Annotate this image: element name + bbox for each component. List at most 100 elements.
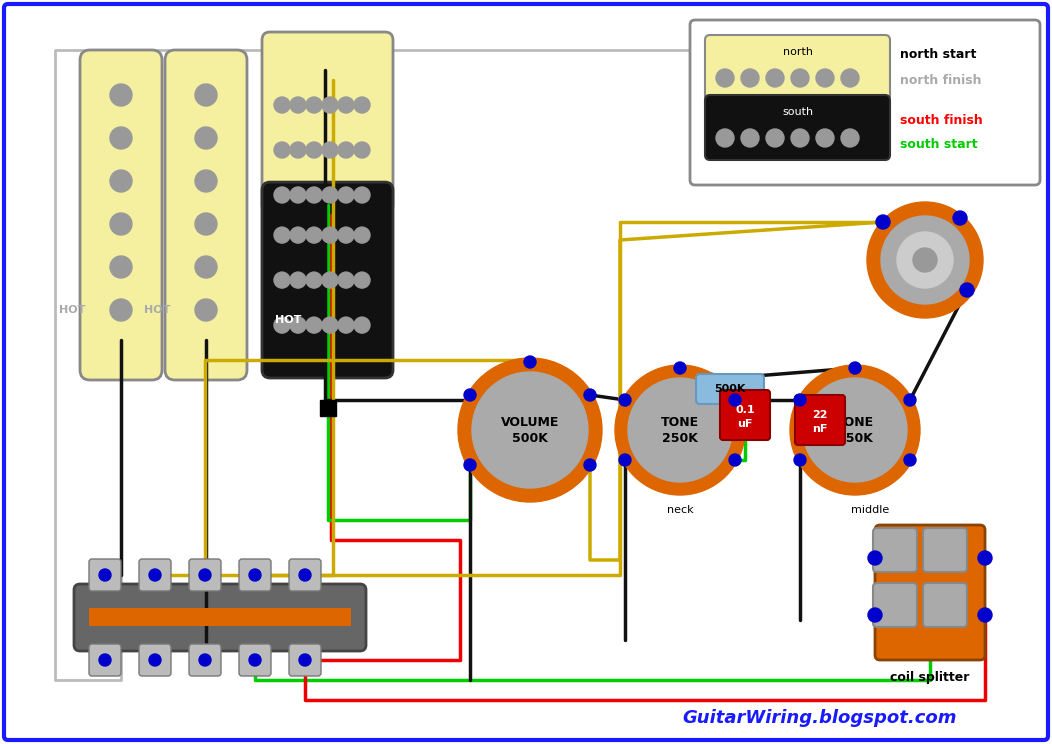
Circle shape <box>904 394 916 406</box>
Text: middle: middle <box>851 505 889 515</box>
Circle shape <box>791 69 809 87</box>
Circle shape <box>978 608 992 622</box>
Circle shape <box>881 216 969 304</box>
Circle shape <box>619 454 631 466</box>
Text: south finish: south finish <box>901 114 983 126</box>
Circle shape <box>338 187 355 203</box>
Circle shape <box>274 142 290 158</box>
Circle shape <box>249 654 261 666</box>
Circle shape <box>149 654 161 666</box>
Circle shape <box>274 97 290 113</box>
Circle shape <box>199 569 211 581</box>
Circle shape <box>290 187 306 203</box>
Circle shape <box>978 551 992 565</box>
FancyBboxPatch shape <box>923 583 967 627</box>
Circle shape <box>199 654 211 666</box>
Circle shape <box>306 97 322 113</box>
Circle shape <box>355 272 370 288</box>
Circle shape <box>458 358 602 502</box>
Text: 250K: 250K <box>837 432 873 444</box>
Circle shape <box>306 317 322 333</box>
FancyBboxPatch shape <box>139 644 171 676</box>
Circle shape <box>619 394 631 406</box>
Circle shape <box>290 227 306 243</box>
Circle shape <box>841 129 859 147</box>
Circle shape <box>306 187 322 203</box>
Circle shape <box>766 69 784 87</box>
Circle shape <box>290 272 306 288</box>
FancyBboxPatch shape <box>289 644 321 676</box>
Circle shape <box>306 272 322 288</box>
Text: nF: nF <box>812 424 828 434</box>
FancyBboxPatch shape <box>262 182 393 378</box>
Circle shape <box>195 127 217 149</box>
Circle shape <box>803 378 907 482</box>
Circle shape <box>195 299 217 321</box>
Circle shape <box>299 569 311 581</box>
Circle shape <box>149 569 161 581</box>
FancyBboxPatch shape <box>923 528 967 572</box>
FancyBboxPatch shape <box>74 584 366 651</box>
Text: 250K: 250K <box>662 432 697 444</box>
FancyBboxPatch shape <box>289 559 321 591</box>
Circle shape <box>306 142 322 158</box>
Circle shape <box>322 142 338 158</box>
Circle shape <box>195 256 217 278</box>
Text: 0.1: 0.1 <box>735 405 755 415</box>
Circle shape <box>322 317 338 333</box>
FancyBboxPatch shape <box>705 95 890 160</box>
FancyBboxPatch shape <box>720 390 770 440</box>
Text: south: south <box>782 107 813 117</box>
Circle shape <box>674 362 686 374</box>
Circle shape <box>472 372 588 488</box>
Circle shape <box>322 97 338 113</box>
Text: north finish: north finish <box>901 74 982 86</box>
Circle shape <box>464 389 476 401</box>
Text: TONE: TONE <box>661 415 700 429</box>
Text: HOT: HOT <box>144 305 170 315</box>
Circle shape <box>355 142 370 158</box>
FancyBboxPatch shape <box>139 559 171 591</box>
Circle shape <box>816 129 834 147</box>
Circle shape <box>338 142 355 158</box>
Circle shape <box>628 378 732 482</box>
Text: north start: north start <box>901 48 976 62</box>
FancyBboxPatch shape <box>873 583 917 627</box>
FancyBboxPatch shape <box>873 528 917 572</box>
Circle shape <box>110 84 132 106</box>
Text: HOT: HOT <box>275 315 301 325</box>
Circle shape <box>794 454 806 466</box>
Circle shape <box>249 569 261 581</box>
FancyBboxPatch shape <box>4 4 1048 740</box>
Circle shape <box>741 129 758 147</box>
FancyBboxPatch shape <box>189 644 221 676</box>
Circle shape <box>876 215 890 229</box>
FancyBboxPatch shape <box>262 32 393 213</box>
FancyBboxPatch shape <box>239 559 271 591</box>
FancyBboxPatch shape <box>705 35 890 100</box>
Circle shape <box>338 227 355 243</box>
Text: TONE: TONE <box>836 415 874 429</box>
Text: HOT: HOT <box>59 305 85 315</box>
Circle shape <box>322 187 338 203</box>
Circle shape <box>322 227 338 243</box>
Circle shape <box>584 389 596 401</box>
Circle shape <box>110 170 132 192</box>
Circle shape <box>794 394 806 406</box>
Text: south start: south start <box>901 138 977 152</box>
Text: coil splitter: coil splitter <box>890 670 970 684</box>
Circle shape <box>290 142 306 158</box>
Text: 22: 22 <box>812 410 828 420</box>
FancyBboxPatch shape <box>189 559 221 591</box>
Text: VOLUME: VOLUME <box>501 415 560 429</box>
Circle shape <box>338 272 355 288</box>
Circle shape <box>355 227 370 243</box>
Circle shape <box>953 211 967 225</box>
Circle shape <box>290 97 306 113</box>
Circle shape <box>729 454 741 466</box>
Text: north: north <box>783 47 812 57</box>
Circle shape <box>790 365 920 495</box>
Circle shape <box>338 97 355 113</box>
FancyBboxPatch shape <box>690 20 1040 185</box>
FancyBboxPatch shape <box>239 644 271 676</box>
